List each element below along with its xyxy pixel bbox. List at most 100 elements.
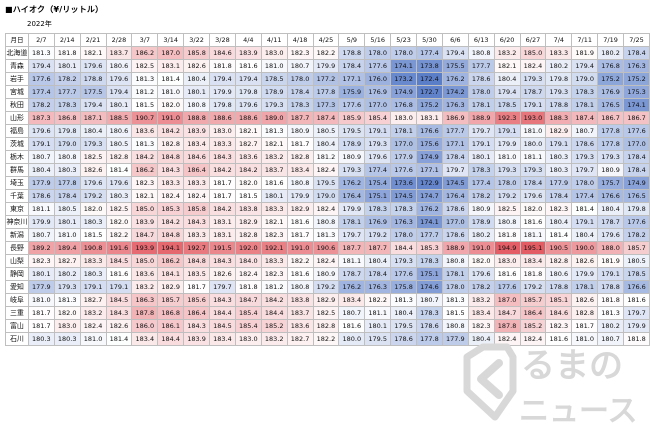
price-cell: 177.4: [467, 176, 495, 190]
price-cell: 180.7: [597, 332, 624, 346]
price-cell: 181.3: [441, 293, 469, 307]
price-cell: 180.4: [183, 72, 210, 86]
price-cell: 184.1: [157, 267, 185, 281]
price-cell: 182.3: [260, 267, 288, 281]
price-cell: 182.1: [234, 124, 262, 138]
price-cell: 184.3: [157, 163, 185, 177]
price-cell: 174.1: [623, 98, 650, 112]
price-cell: 180.1: [105, 98, 133, 112]
price-cell: 179.8: [234, 85, 262, 99]
price-cell: 180.1: [260, 189, 288, 203]
price-cell: 177.0: [390, 137, 417, 151]
price-cell: 181.8: [209, 59, 236, 73]
price-cell: 183.0: [209, 124, 236, 138]
price-cell: 184.3: [105, 306, 133, 320]
price-cell: 185.4: [364, 111, 392, 125]
price-cell: 178.4: [623, 150, 650, 164]
price-cell: 179.3: [79, 137, 107, 151]
price-cell: 179.0: [312, 189, 340, 203]
price-cell: 181.0: [53, 228, 81, 242]
price-cell: 179.1: [105, 280, 133, 294]
price-cell: 179.3: [364, 137, 392, 151]
price-cell: 183.4: [338, 293, 366, 307]
price-cell: 175.7: [597, 176, 624, 190]
price-cell: 180.0: [338, 332, 366, 346]
table-row: 静岡 180.1 180.2 180.3 181.6 183.6 184.1 183.5 182…: [5, 267, 650, 281]
date-header: 5/23: [390, 33, 417, 47]
price-cell: 174.5: [441, 176, 469, 190]
price-cell: 178.2: [623, 228, 650, 242]
year-label: 2022年: [27, 20, 52, 28]
price-cell: 185.2: [260, 319, 288, 333]
price-cell: 183.3: [79, 254, 107, 268]
prefecture-name: 石川: [5, 332, 29, 346]
price-cell: 181.7: [571, 319, 599, 333]
price-cell: 180.3: [53, 163, 81, 177]
price-cell: 174.1: [390, 59, 417, 73]
price-cell: 177.9: [441, 332, 469, 346]
price-cell: 182.1: [131, 189, 159, 203]
table-row: 新潟 180.7 181.0 181.5 182.2 184.7 184.8 183.3 183…: [5, 228, 650, 242]
price-cell: 184.4: [390, 241, 417, 255]
price-cell: 179.8: [623, 202, 650, 216]
price-cell: 187.8: [131, 306, 159, 320]
price-cell: 179.9: [338, 202, 366, 216]
price-cell: 179.8: [545, 72, 573, 86]
price-cell: 182.3: [286, 46, 314, 60]
price-cell: 179.4: [209, 72, 236, 86]
price-cell: 179.1: [519, 98, 547, 112]
price-cell: 183.0: [390, 111, 417, 125]
price-cell: 181.8: [623, 332, 650, 346]
price-cell: 178.7: [338, 267, 366, 281]
price-cell: 182.8: [312, 319, 340, 333]
price-cell: 176.2: [338, 176, 366, 190]
price-cell: 187.7: [338, 241, 366, 255]
price-cell: 191.0: [157, 111, 185, 125]
price-cell: 179.0: [571, 72, 599, 86]
price-cell: 178.1: [571, 98, 599, 112]
price-cell: 178.4: [519, 176, 547, 190]
price-cell: 179.4: [79, 98, 107, 112]
prefecture-name: 三重: [5, 306, 29, 320]
prefecture-name: 宮城: [5, 85, 29, 99]
price-cell: 178.2: [467, 189, 495, 203]
price-cell: 186.2: [131, 163, 159, 177]
price-cell: 179.1: [545, 137, 573, 151]
price-cell: 183.4: [183, 137, 210, 151]
table-row: 石川 180.3 180.3 181.0 181.4 183.4 184.4 183.9 183…: [5, 332, 650, 346]
price-cell: 183.7: [286, 306, 314, 320]
price-cell: 178.1: [390, 124, 417, 138]
table-row: 岩手 177.6 178.2 178.8 179.6 181.3 181.4 180.4 179…: [5, 72, 650, 86]
price-cell: 181.6: [286, 215, 314, 229]
prefecture-name: 北海道: [5, 46, 29, 60]
price-cell: 185.6: [183, 293, 210, 307]
price-cell: 180.4: [312, 137, 340, 151]
price-cell: 176.6: [416, 124, 443, 138]
price-cell: 179.5: [338, 124, 366, 138]
price-cell: 176.2: [338, 280, 366, 294]
price-cell: 178.4: [545, 189, 573, 203]
price-cell: 179.6: [519, 189, 547, 203]
price-cell: 182.4: [312, 202, 340, 216]
price-cell: 183.3: [157, 176, 185, 190]
price-cell: 178.9: [338, 137, 366, 151]
price-cell: 185.8: [183, 46, 210, 60]
price-cell: 192.7: [183, 241, 210, 255]
price-cell: 182.0: [53, 306, 81, 320]
price-cell: 180.1: [364, 319, 392, 333]
price-cell: 181.2: [260, 280, 288, 294]
price-cell: 178.3: [416, 306, 443, 320]
price-cell: 179.7: [209, 280, 236, 294]
price-cell: 175.2: [623, 72, 650, 86]
price-cell: 181.6: [105, 267, 133, 281]
price-cell: 178.1: [571, 280, 599, 294]
price-cell: 182.1: [493, 59, 521, 73]
price-cell: 177.8: [312, 85, 340, 99]
price-cell: 178.4: [286, 85, 314, 99]
price-cell: 180.1: [53, 215, 81, 229]
price-cell: 179.6: [467, 267, 495, 281]
price-cell: 176.3: [441, 98, 469, 112]
price-cell: 180.3: [79, 267, 107, 281]
price-cell: 182.9: [286, 202, 314, 216]
price-cell: 182.0: [79, 202, 107, 216]
